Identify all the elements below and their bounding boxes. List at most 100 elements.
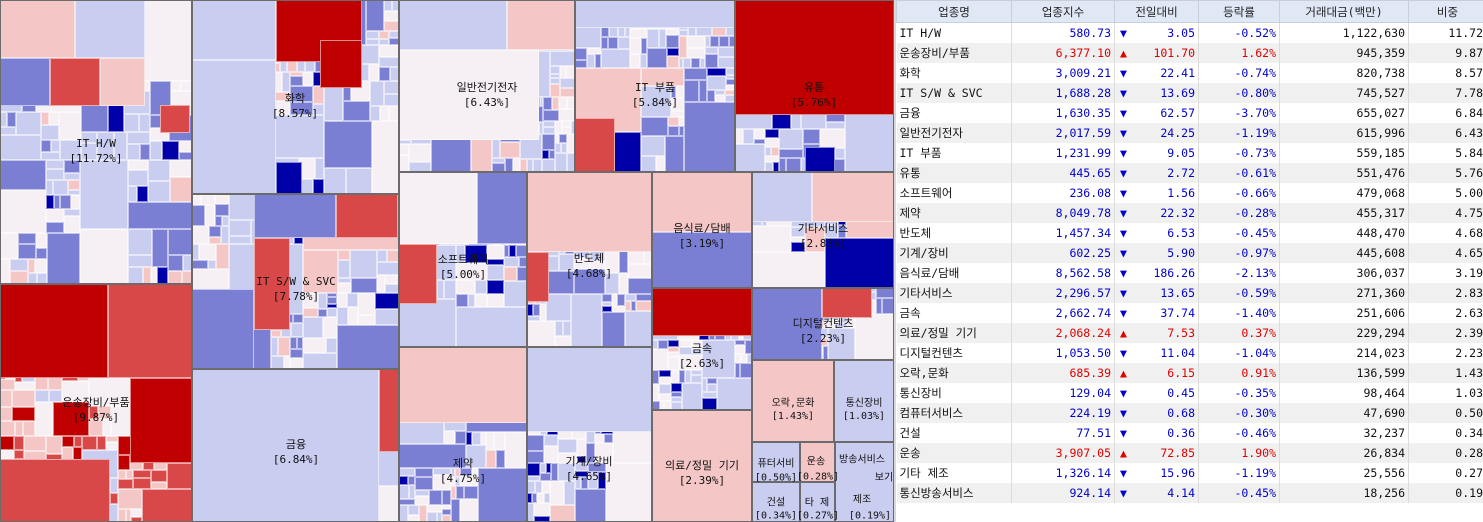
stock-tile[interactable] <box>290 86 313 102</box>
stock-tile[interactable] <box>0 284 108 378</box>
stock-tile[interactable] <box>118 470 126 479</box>
stock-tile[interactable] <box>291 323 303 337</box>
stock-tile[interactable] <box>0 58 50 106</box>
stock-tile[interactable] <box>71 195 80 209</box>
stock-tile[interactable] <box>35 402 53 436</box>
stock-tile[interactable] <box>222 216 229 226</box>
stock-tile[interactable] <box>59 112 81 140</box>
stock-tile[interactable] <box>151 470 167 482</box>
header-index[interactable]: 업종지수 <box>1011 0 1115 23</box>
stock-tile[interactable] <box>18 244 36 259</box>
stock-tile[interactable] <box>35 259 47 273</box>
stock-tile[interactable] <box>315 158 324 179</box>
stock-tile[interactable] <box>106 436 118 442</box>
stock-tile[interactable] <box>53 180 68 195</box>
stock-tile[interactable] <box>89 406 98 419</box>
stock-tile[interactable] <box>320 40 362 88</box>
stock-tile[interactable] <box>150 141 162 160</box>
table-row[interactable]: 음식료/담배 8,562.58 ▼ 186.26 -2.13% 306,037 3.19 <box>896 263 1483 283</box>
stock-tile[interactable] <box>49 112 59 125</box>
stock-tile[interactable] <box>0 190 46 233</box>
stock-tile[interactable] <box>324 121 372 168</box>
stock-tile[interactable] <box>205 205 215 226</box>
stock-tile[interactable] <box>128 186 137 202</box>
stock-tile[interactable] <box>12 390 35 407</box>
stock-tile[interactable] <box>36 248 47 259</box>
stock-tile[interactable] <box>128 170 148 186</box>
stock-tile[interactable] <box>75 0 145 58</box>
stock-tile[interactable] <box>82 436 97 450</box>
stock-tile[interactable] <box>208 260 216 269</box>
stock-tile[interactable] <box>216 244 229 269</box>
stock-tile[interactable] <box>64 209 80 216</box>
table-row[interactable]: 금속 2,662.74 ▼ 37.74 -1.40% 251,606 2.63 <box>896 303 1483 323</box>
stock-tile[interactable] <box>81 105 108 132</box>
table-row[interactable]: 기타서비스 2,296.57 ▼ 13.65 -0.59% 271,360 2.83 <box>896 283 1483 303</box>
stock-tile[interactable] <box>124 114 139 132</box>
stock-tile[interactable] <box>47 233 80 284</box>
stock-tile[interactable] <box>366 39 379 45</box>
stock-tile[interactable] <box>290 76 303 86</box>
stock-tile[interactable] <box>10 259 28 271</box>
stock-tile[interactable] <box>209 226 221 237</box>
sector-block[interactable] <box>399 347 527 522</box>
stock-tile[interactable] <box>0 135 41 160</box>
stock-tile[interactable] <box>15 421 23 436</box>
stock-tile[interactable] <box>80 160 128 229</box>
stock-tile[interactable] <box>97 436 106 450</box>
stock-tile[interactable] <box>140 144 150 160</box>
stock-tile[interactable] <box>46 436 62 454</box>
stock-tile[interactable] <box>127 144 140 160</box>
stock-tile[interactable] <box>46 160 64 169</box>
table-row[interactable]: IT S/W & SVC 1,688.28 ▼ 13.69 -0.80% 745,527 7… <box>896 83 1483 103</box>
stock-tile[interactable] <box>278 337 290 356</box>
stock-tile[interactable] <box>131 509 142 517</box>
table-row[interactable]: 운송 3,907.05 ▲ 72.85 1.90% 26,834 0.28 <box>896 443 1483 463</box>
table-row[interactable]: IT 부품 1,231.99 ▼ 9.05 -0.73% 559,185 5.84 <box>896 143 1483 163</box>
stock-tile[interactable] <box>64 216 80 233</box>
stock-tile[interactable] <box>62 381 89 402</box>
stock-tile[interactable] <box>81 132 97 143</box>
stock-tile[interactable] <box>290 72 303 76</box>
table-row[interactable]: 기계/장비 602.25 ▼ 5.90 -0.97% 445,608 4.65 <box>896 243 1483 263</box>
stock-tile[interactable] <box>41 140 51 152</box>
stock-tile[interactable] <box>303 72 313 86</box>
table-row[interactable]: 소프트웨어 236.08 ▼ 1.56 -0.66% 479,068 5.00 <box>896 183 1483 203</box>
stock-tile[interactable] <box>74 436 82 447</box>
stock-tile[interactable] <box>151 482 167 489</box>
stock-tile[interactable] <box>130 378 192 463</box>
stock-tile[interactable] <box>290 102 313 115</box>
stock-tile[interactable] <box>297 337 303 349</box>
stock-tile[interactable] <box>128 255 152 267</box>
stock-tile[interactable] <box>68 180 80 190</box>
stock-tile[interactable] <box>229 220 251 236</box>
stock-tile[interactable] <box>168 255 183 271</box>
stock-tile[interactable] <box>110 493 118 504</box>
stock-tile[interactable] <box>16 112 41 135</box>
stock-tile[interactable] <box>41 152 60 160</box>
stock-tile[interactable] <box>221 226 229 244</box>
stock-tile[interactable] <box>54 195 60 209</box>
stock-tile[interactable] <box>46 222 64 233</box>
header-change[interactable]: 전일대비 <box>1114 0 1199 23</box>
stock-tile[interactable] <box>18 233 36 244</box>
stock-tile[interactable] <box>142 489 192 522</box>
stock-tile[interactable] <box>313 86 324 104</box>
stock-tile[interactable] <box>41 112 49 125</box>
stock-tile[interactable] <box>35 390 49 402</box>
header-rate[interactable]: 등락률 <box>1198 0 1280 23</box>
stock-tile[interactable] <box>60 195 71 209</box>
stock-tile[interactable] <box>80 229 128 284</box>
sector-block[interactable] <box>0 0 192 284</box>
stock-tile[interactable] <box>14 436 24 450</box>
table-row[interactable]: 오락,문화 685.39 ▲ 6.15 0.91% 136,599 1.43 <box>896 363 1483 383</box>
sector-block[interactable] <box>192 0 399 194</box>
table-row[interactable]: 통신장비 129.04 ▼ 0.45 -0.35% 98,464 1.03 <box>896 383 1483 403</box>
stock-tile[interactable] <box>171 81 181 91</box>
stock-tile[interactable] <box>89 419 103 436</box>
table-row[interactable]: 컴퓨터서비스 224.19 ▼ 0.68 -0.30% 47,690 0.50 <box>896 403 1483 423</box>
stock-tile[interactable] <box>118 489 142 509</box>
stock-tile[interactable] <box>118 455 130 470</box>
table-row[interactable]: 유통 445.65 ▼ 2.72 -0.61% 551,476 5.76 <box>896 163 1483 183</box>
header-volume[interactable]: 거래대금(백만) <box>1279 0 1409 23</box>
